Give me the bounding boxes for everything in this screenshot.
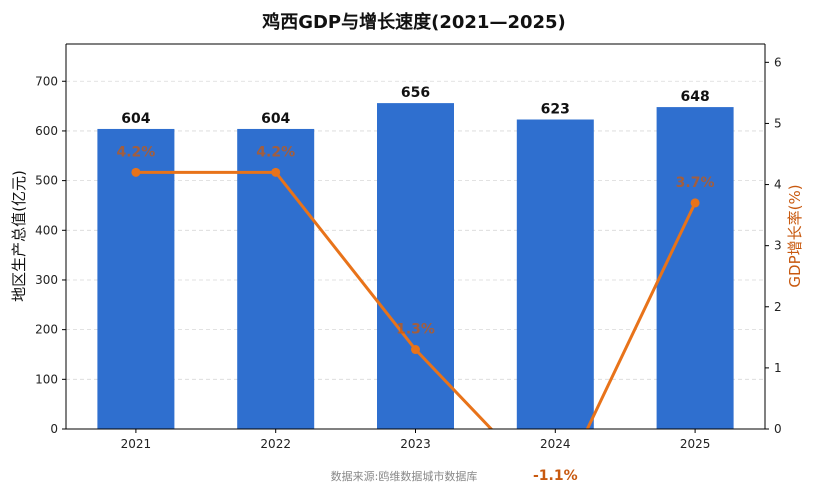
bar <box>237 128 315 430</box>
bar <box>377 103 454 430</box>
bar <box>516 119 594 429</box>
line-value-label: 4.2% <box>256 144 295 160</box>
line-value-label: 1.3% <box>396 322 435 338</box>
data-labels: 604 604 656 623 648 4.2% 4.2% 1.3% -1.1% 3.7% <box>116 85 714 484</box>
x-tick-label: 2025 <box>680 437 711 451</box>
y2-tick-label: 3 <box>774 239 782 253</box>
line-point <box>411 345 420 355</box>
x-tick-label: 2021 <box>121 437 152 451</box>
y2-tick-label: 0 <box>774 422 782 436</box>
bar-value-label: 604 <box>261 111 290 127</box>
bar <box>656 107 734 429</box>
bar-value-label: 604 <box>121 111 150 127</box>
y-tick-label: 600 <box>35 124 58 138</box>
y-tick-label: 500 <box>35 174 58 188</box>
source-note: 数据来源:鸥维数据城市数据库 <box>331 469 478 483</box>
line-point <box>131 167 141 177</box>
y2-tick-label: 1 <box>774 361 782 375</box>
line-series <box>131 167 700 429</box>
y-tick-label: 200 <box>35 323 58 337</box>
y2-tick-label: 2 <box>774 300 782 314</box>
line-value-label: 4.2% <box>116 144 155 160</box>
gridlines <box>66 80 765 380</box>
y-tick-label: 300 <box>35 273 58 287</box>
x-tick-label: 2022 <box>260 437 291 451</box>
line-value-label: 3.7% <box>676 175 715 191</box>
x-tick-label: 2023 <box>400 437 431 451</box>
line-point <box>271 167 281 177</box>
axes: 0 100 200 300 400 500 600 700 0 1 2 3 4 5 6 2021 2022 202… <box>35 43 782 451</box>
y2-tick-label: 4 <box>774 178 782 192</box>
y-tick-label: 100 <box>35 372 58 386</box>
y-tick-label: 0 <box>50 422 58 436</box>
bar-value-label: 623 <box>541 102 570 118</box>
x-tick-label: 2024 <box>540 437 571 451</box>
bar-series <box>97 103 734 430</box>
y-tick-label: 400 <box>35 223 58 237</box>
chart-title: 鸡西GDP与增长速度(2021—2025) <box>261 11 566 33</box>
line-point <box>690 198 700 208</box>
y-axis-label: 地区生产总值(亿元) <box>10 170 28 302</box>
bar-value-label: 656 <box>401 85 430 101</box>
line-value-label: -1.1% <box>533 468 578 484</box>
y2-tick-label: 6 <box>774 55 782 69</box>
bar-value-label: 648 <box>680 89 709 105</box>
y2-axis-label: GDP增长率(%) <box>786 184 804 287</box>
y-tick-label: 700 <box>35 74 58 88</box>
bar <box>97 128 175 430</box>
y2-tick-label: 5 <box>774 116 782 130</box>
